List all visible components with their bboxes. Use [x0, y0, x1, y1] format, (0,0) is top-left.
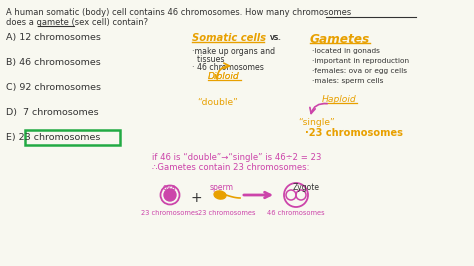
Text: +: +: [190, 191, 202, 205]
Text: ·make up organs and: ·make up organs and: [192, 47, 275, 56]
Text: · 46 chromosomes: · 46 chromosomes: [192, 63, 264, 72]
Text: ova: ova: [163, 183, 177, 192]
Text: “double”: “double”: [197, 98, 238, 107]
Text: 46 chromosomes: 46 chromosomes: [267, 210, 325, 216]
Text: Zygote: Zygote: [292, 183, 319, 192]
Text: Haploid: Haploid: [322, 95, 356, 104]
Text: if 46 is “double”→“single” is 46÷2 = 23: if 46 is “double”→“single” is 46÷2 = 23: [152, 153, 321, 162]
Text: ·located in gonads: ·located in gonads: [312, 48, 380, 54]
Text: vs.: vs.: [270, 33, 282, 42]
Text: B) 46 chromosomes: B) 46 chromosomes: [6, 58, 101, 67]
Text: ·females: ova or egg cells: ·females: ova or egg cells: [312, 68, 407, 74]
Text: vs.: vs.: [270, 33, 281, 42]
Text: 23 chromosomes: 23 chromosomes: [141, 210, 199, 216]
Text: 23 chromosomes: 23 chromosomes: [198, 210, 256, 216]
Text: Somatic cells: Somatic cells: [192, 33, 266, 43]
Text: A) 12 chromosomes: A) 12 chromosomes: [6, 33, 101, 42]
Text: ·males: sperm cells: ·males: sperm cells: [312, 78, 383, 84]
Text: Diploid: Diploid: [208, 72, 240, 81]
Text: Gametes: Gametes: [310, 33, 370, 46]
Text: E) 23 chromosomes: E) 23 chromosomes: [6, 133, 100, 142]
Text: ·23 chromosomes: ·23 chromosomes: [305, 128, 403, 138]
Text: ∴Gametes contain 23 chromosomes:: ∴Gametes contain 23 chromosomes:: [152, 163, 310, 172]
Text: Diploid: Diploid: [208, 72, 240, 81]
Ellipse shape: [214, 191, 226, 199]
Text: “single”: “single”: [298, 118, 335, 127]
Text: sperm: sperm: [210, 183, 234, 192]
Text: D)  7 chromosomes: D) 7 chromosomes: [6, 108, 99, 117]
Text: A human somatic (body) cell contains 46 chromosomes. How many chromosomes: A human somatic (body) cell contains 46 …: [6, 8, 351, 17]
Text: ·important in reproduction: ·important in reproduction: [312, 58, 409, 64]
Text: does a gamete (sex cell) contain?: does a gamete (sex cell) contain?: [6, 18, 148, 27]
Circle shape: [164, 189, 176, 201]
Text: C) 92 chromosomes: C) 92 chromosomes: [6, 83, 101, 92]
Text: tissues: tissues: [192, 55, 225, 64]
